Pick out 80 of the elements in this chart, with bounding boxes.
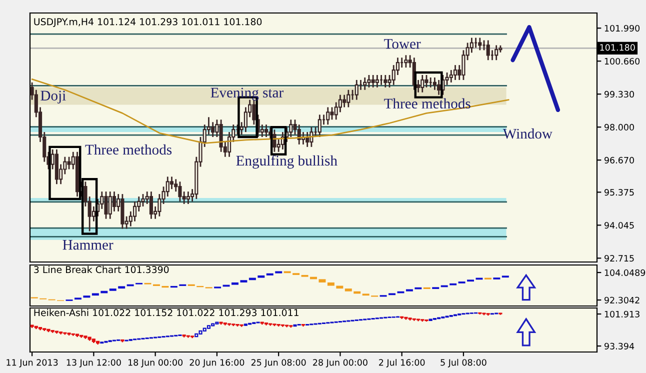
- candlestick: [132, 200, 137, 222]
- candlestick: [178, 180, 182, 202]
- bar: [318, 279, 326, 282]
- candlestick: [264, 124, 268, 138]
- x-tick-label: 20 Jun 16:00: [190, 359, 244, 368]
- y-tick-label: 94.045: [604, 222, 634, 229]
- candlestick: [384, 74, 388, 88]
- candlestick: [420, 74, 424, 94]
- candlestick: [326, 106, 330, 126]
- x-tick-label: 13 Jun 12:00: [66, 359, 121, 368]
- x-tick-label: 2 Jul 16:00: [379, 358, 425, 368]
- bar: [92, 293, 99, 296]
- candlestick: [141, 193, 145, 208]
- ref-line-label: 101.180: [600, 44, 635, 51]
- candlestick: [166, 176, 170, 198]
- candlestick: [371, 74, 375, 88]
- candlestick: [478, 37, 482, 51]
- bar: [344, 288, 352, 292]
- y-tick-label: 99.330: [604, 90, 634, 98]
- candlestick: [149, 190, 153, 220]
- candlestick: [453, 64, 458, 81]
- candlestick: [375, 74, 379, 88]
- candlestick: [67, 156, 71, 170]
- annotation: Doji: [40, 90, 66, 104]
- candlestick: [186, 190, 190, 205]
- y-tick-label: 92.715: [604, 254, 634, 262]
- candlestick: [342, 94, 346, 108]
- bar: [118, 286, 126, 289]
- candlestick: [486, 40, 490, 61]
- x-tick-label: 11 Jun 2013: [6, 359, 58, 368]
- annotation: Tower: [384, 39, 421, 49]
- candlestick: [272, 128, 276, 153]
- candlestick: [424, 74, 428, 88]
- annotation: Evening star: [210, 88, 284, 101]
- annotation: Three methods: [384, 98, 470, 109]
- x-tick-label: 28 Jun 00:00: [313, 359, 368, 368]
- x-tick-label: 18 Jun 00:00: [128, 359, 183, 368]
- candlestick: [449, 69, 453, 84]
- y-tick-label: 101.990: [604, 24, 640, 32]
- y-tick-label: 92.3042: [604, 296, 640, 304]
- candlestick: [170, 176, 174, 190]
- candlestick: [318, 114, 322, 138]
- y-tick-label: 100.660: [604, 58, 640, 65]
- candlestick: [367, 74, 371, 88]
- y-tick-label: 98.000: [604, 124, 634, 131]
- annotation: Hammer: [62, 240, 114, 250]
- chart-title: 3 Line Break Chart 101.3390: [34, 266, 169, 274]
- candlestick: [416, 79, 420, 94]
- candlestick: [432, 76, 436, 91]
- candlestick: [437, 79, 441, 96]
- candlestick: [330, 106, 334, 120]
- candlestick: [252, 99, 256, 126]
- annotation: Engulfing bullish: [236, 155, 338, 169]
- candlestick: [346, 89, 350, 108]
- annotation: Three methods: [85, 144, 172, 155]
- candlestick: [289, 118, 293, 138]
- candlestick: [494, 44, 498, 61]
- y-tick-label: 95.375: [604, 189, 634, 196]
- y-tick-label: 96.670: [604, 156, 634, 164]
- text: USDJPY.m,H4 101.124 101.293 101.011 101.180: [34, 18, 262, 28]
- bar: [336, 286, 344, 289]
- bar: [232, 282, 238, 285]
- candlestick: [404, 54, 408, 68]
- annotation: Window: [502, 128, 552, 139]
- y-tick-label: 104.0489: [604, 269, 646, 276]
- candlestick: [112, 190, 116, 212]
- y-tick-label: 93.394: [604, 342, 634, 350]
- x-tick-label: 25 Jun 08:00: [251, 359, 306, 368]
- candlestick: [363, 76, 367, 91]
- y-tick-label: 101.913: [604, 310, 640, 318]
- bar: [258, 275, 265, 278]
- candlestick: [104, 190, 108, 220]
- candlestick: [219, 118, 223, 153]
- candlestick: [211, 121, 215, 138]
- candlestick: [108, 190, 112, 220]
- chart-title: Heiken-Ashi 101.022 101.152 101.022 101.293 101.011: [34, 308, 298, 316]
- candlestick: [354, 79, 358, 100]
- bar: [327, 282, 334, 286]
- x-tick-label: 5 Jul 08:00: [440, 358, 486, 368]
- candlestick: [158, 193, 162, 218]
